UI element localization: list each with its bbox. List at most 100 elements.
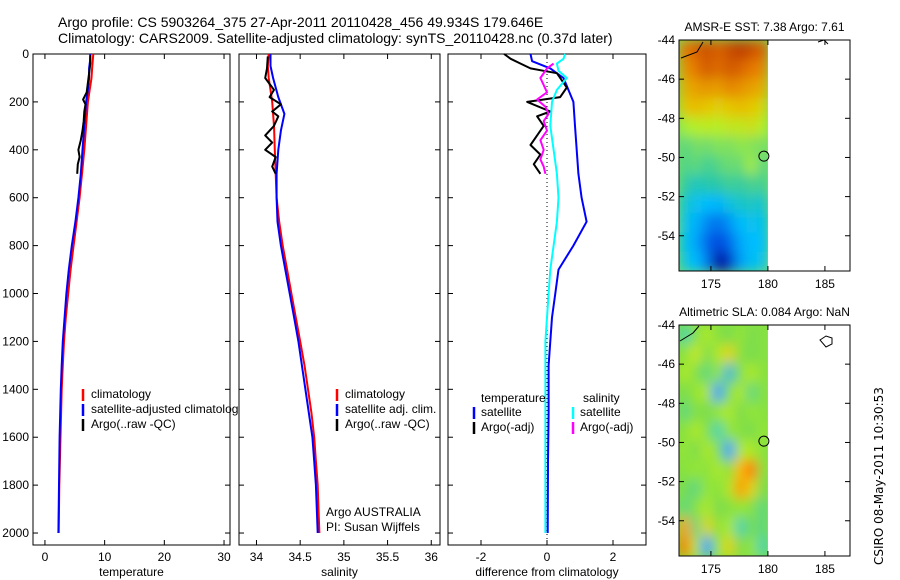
heatmap-cell xyxy=(756,421,768,442)
heatmap-cell xyxy=(679,194,692,215)
heatmap-cell xyxy=(690,174,703,196)
heatmap-cell xyxy=(734,344,747,365)
heatmap-cell xyxy=(712,536,725,556)
heatmap-cell xyxy=(690,232,703,253)
heatmap-cell xyxy=(745,440,758,461)
heatmap-cell xyxy=(701,213,714,234)
heatmap-cell xyxy=(745,136,758,157)
heatmap-cell xyxy=(701,251,714,271)
y-tick-label: 1800 xyxy=(2,478,29,492)
series-line-salinity-argo-adj- xyxy=(536,62,555,175)
series-line-argo-raw-qc- xyxy=(76,55,92,174)
heatmap-cell xyxy=(679,517,692,538)
heatmap-cell xyxy=(712,213,725,234)
heatmap-cell xyxy=(723,344,736,365)
heatmap-cell xyxy=(745,78,758,99)
heatmap-cell xyxy=(723,536,736,556)
y-tick-label: 1400 xyxy=(2,382,29,396)
heatmap-cell xyxy=(679,421,692,442)
x-tick-label: 35 xyxy=(337,550,351,564)
heatmap-cell xyxy=(690,421,703,442)
heatmap-cell xyxy=(723,59,736,80)
heatmap-cell xyxy=(690,517,703,538)
heatmap-cell xyxy=(723,251,736,271)
y-tick-label: -48 xyxy=(658,111,676,125)
heatmap-cell xyxy=(701,97,714,119)
x-tick-label: 2 xyxy=(610,550,617,564)
heatmap-cell xyxy=(712,78,725,99)
heatmap-cell xyxy=(690,325,703,346)
heatmap-cell xyxy=(679,136,692,157)
heatmap-cell xyxy=(690,498,703,519)
heatmap-cell xyxy=(723,194,736,215)
heatmap-cell xyxy=(745,498,758,519)
heatmap-cell xyxy=(690,194,703,215)
heatmap-cell xyxy=(701,382,714,404)
heatmap-cell xyxy=(723,402,736,423)
y-tick-label: -54 xyxy=(658,514,676,528)
heatmap-cell xyxy=(756,479,768,500)
heatmap-cell xyxy=(745,363,758,384)
x-tick-label: 0 xyxy=(42,550,49,564)
y-tick-label: 2000 xyxy=(2,526,29,540)
heatmap-cell xyxy=(734,59,747,80)
heatmap-cell xyxy=(745,536,758,556)
profile-panel-1: 0 10 20 30 0 200 400 600 800 1000 1200 1400 1600 1800… xyxy=(2,47,244,579)
heatmap-cell xyxy=(745,479,758,500)
legend-label: satellite adj. clim. xyxy=(345,402,436,416)
heatmap-cell xyxy=(701,344,714,365)
heatmap-cell xyxy=(679,174,692,196)
map-frame xyxy=(678,39,851,272)
heatmap-cell xyxy=(756,117,768,138)
heatmap-cell xyxy=(701,155,714,176)
heatmap-cell xyxy=(745,213,758,234)
heatmap-cell xyxy=(690,213,703,234)
heatmap-cell xyxy=(734,402,747,423)
heatmap-cell xyxy=(679,344,692,365)
heatmap-cell xyxy=(712,155,725,176)
heatmap-cell xyxy=(734,251,747,271)
legend-label: Argo(-adj) xyxy=(580,420,633,434)
heatmap-cell xyxy=(756,402,768,423)
heatmap-cell xyxy=(723,459,736,481)
heatmap-cell xyxy=(679,213,692,234)
heatmap-field xyxy=(679,325,768,556)
y-tick-label: 800 xyxy=(9,239,29,253)
heatmap-cell xyxy=(723,440,736,461)
plot-frame xyxy=(32,53,231,546)
header-line1: Argo profile: CS 5903264_375 27-Apr-2011… xyxy=(58,14,543,30)
heatmap-cell xyxy=(712,363,725,384)
legend-label: satellite xyxy=(481,405,522,419)
map-panel-2: 175 180 185 -44 -46 -48 -50 -52 -54 Altimetric SL… xyxy=(658,305,851,576)
heatmap-cell xyxy=(723,155,736,176)
y-tick-label: -44 xyxy=(658,318,676,332)
x-tick-label: 36 xyxy=(425,550,439,564)
y-tick-label: -44 xyxy=(658,33,676,47)
series-line-satellite-adj-clim- xyxy=(269,54,319,534)
heatmap-cell xyxy=(756,97,768,119)
heatmap-cell xyxy=(745,382,758,404)
heatmap-cell xyxy=(690,479,703,500)
heatmap-cell xyxy=(745,155,758,176)
heatmap-cell xyxy=(745,174,758,196)
heatmap-cell xyxy=(723,40,736,61)
float-location-marker xyxy=(758,435,770,447)
heatmap-cell xyxy=(712,117,725,138)
x-tick-label: 0 xyxy=(544,550,551,564)
heatmap-cell xyxy=(701,479,714,500)
heatmap-cell xyxy=(734,382,747,404)
heatmap-cell xyxy=(734,194,747,215)
legend-label: Argo(..raw -QC) xyxy=(91,417,176,431)
heatmap-cell xyxy=(745,517,758,538)
x-tick-label: 34.5 xyxy=(288,550,312,564)
heatmap-cell xyxy=(690,251,703,271)
heatmap-cell xyxy=(745,459,758,481)
heatmap-cell xyxy=(679,402,692,423)
heatmap-cell xyxy=(701,40,714,61)
heatmap-cell xyxy=(745,402,758,423)
heatmap-cell xyxy=(756,382,768,404)
heatmap-cell xyxy=(745,344,758,365)
heatmap-cell xyxy=(756,344,768,365)
heatmap-cell xyxy=(701,136,714,157)
